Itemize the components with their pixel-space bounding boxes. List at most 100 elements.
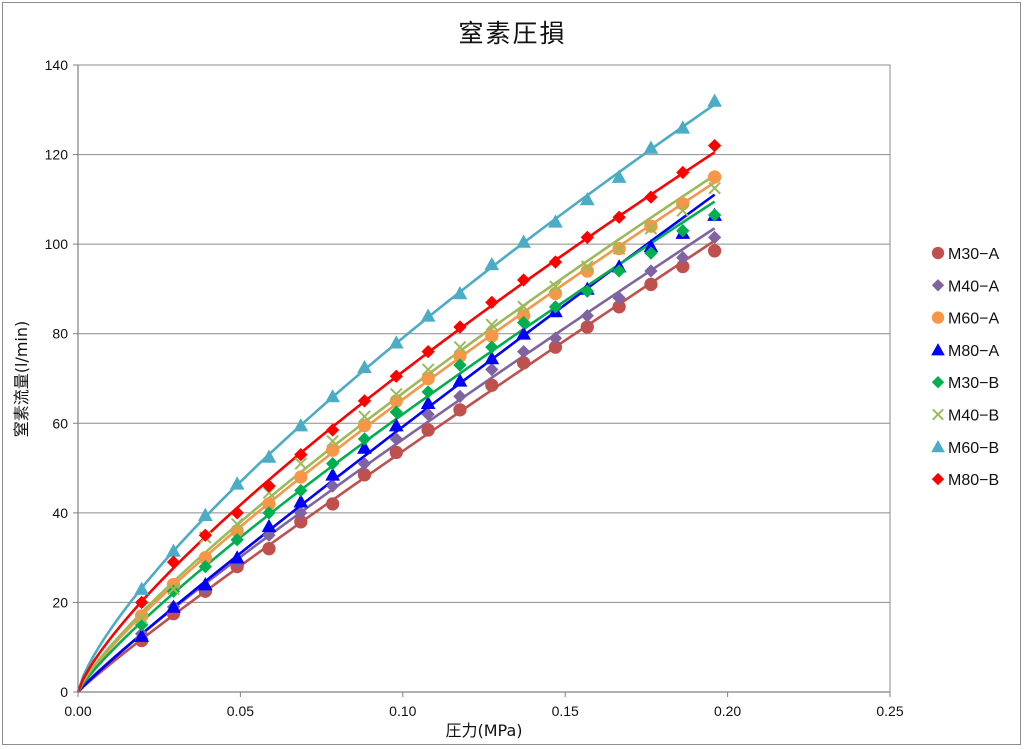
y-tick-label: 0	[60, 684, 68, 700]
data-point	[325, 467, 340, 481]
data-point	[166, 577, 181, 592]
data-point	[229, 550, 245, 564]
data-point	[166, 555, 181, 569]
data-point	[294, 447, 308, 462]
data-point	[389, 369, 403, 383]
legend-label: M30−A	[948, 246, 999, 263]
data-point	[516, 315, 531, 330]
x-marker-stroke	[389, 387, 403, 401]
data-point	[357, 432, 372, 446]
legend-marker	[931, 311, 945, 324]
data-point	[421, 363, 435, 376]
x-marker-stroke	[580, 260, 594, 273]
data-point	[612, 291, 626, 305]
legend-label: M40−A	[948, 278, 999, 295]
data-point	[420, 308, 436, 322]
y-tick-label: 60	[52, 415, 68, 431]
data-point	[453, 403, 467, 417]
data-point	[644, 190, 658, 204]
legend-marker	[932, 408, 944, 421]
data-point	[516, 234, 531, 248]
x-marker-stroke	[549, 280, 562, 293]
x-marker-stroke	[421, 363, 435, 376]
data-point	[579, 192, 595, 206]
data-point	[612, 242, 626, 255]
data-point	[643, 239, 659, 253]
data-point	[293, 418, 309, 432]
data-point	[611, 169, 627, 183]
data-point	[644, 264, 658, 278]
data-point	[294, 457, 308, 470]
data-point	[294, 470, 308, 484]
data-point	[484, 350, 500, 365]
data-point	[421, 344, 435, 359]
x-tick-label: 0.15	[552, 703, 579, 719]
data-point	[357, 394, 372, 408]
plot-area-border	[77, 64, 891, 693]
x-marker-stroke	[644, 222, 658, 235]
data-point	[453, 320, 467, 334]
data-point	[325, 479, 340, 493]
data-point	[707, 244, 722, 258]
data-point	[548, 255, 563, 269]
data-point	[485, 362, 499, 377]
data-point	[580, 230, 594, 245]
data-point	[612, 264, 626, 278]
data-point	[197, 507, 213, 521]
data-point	[230, 533, 244, 547]
data-point	[135, 611, 148, 625]
x-marker-stroke	[612, 242, 626, 255]
data-point	[676, 224, 690, 238]
data-point	[262, 542, 276, 556]
data-markers	[134, 93, 722, 648]
data-point	[484, 256, 500, 271]
y-tick-label: 40	[52, 505, 68, 521]
data-point	[167, 582, 180, 596]
data-point	[198, 559, 212, 574]
x-marker-stroke	[262, 486, 276, 500]
y-tick-label: 120	[45, 147, 69, 163]
data-point	[389, 405, 403, 419]
data-point	[262, 497, 276, 511]
x-marker-stroke	[485, 318, 499, 332]
data-point	[676, 204, 690, 217]
x-marker-stroke	[453, 340, 467, 354]
x-marker-stroke	[932, 408, 944, 421]
data-point	[453, 389, 467, 404]
data-point	[293, 494, 309, 508]
data-point	[325, 456, 340, 471]
data-point	[676, 197, 690, 211]
data-point	[453, 358, 467, 372]
legend: M30−A M40−A M60−A M80−A M30−B M40−B M60−B M80−B	[931, 246, 999, 489]
data-point	[708, 181, 721, 195]
data-point	[357, 359, 372, 374]
x-marker-stroke	[135, 611, 148, 625]
data-point	[325, 497, 340, 511]
data-point	[421, 423, 435, 437]
data-point	[198, 528, 212, 542]
data-point	[707, 208, 722, 222]
data-point	[357, 468, 372, 482]
legend-label: M40−B	[948, 408, 999, 425]
data-point	[166, 584, 181, 598]
data-point	[230, 517, 244, 531]
data-point	[612, 300, 626, 314]
x-marker-stroke	[517, 300, 530, 314]
x-tick-label: 0.25	[876, 703, 903, 719]
legend-label: M80−B	[948, 472, 999, 489]
x-tick-label: 0.20	[714, 703, 741, 719]
data-point	[197, 577, 213, 591]
data-point	[325, 443, 340, 457]
chart-title: 窒素圧損	[458, 19, 567, 48]
x-marker-stroke	[167, 582, 180, 596]
legend-label: M60−A	[948, 311, 999, 328]
data-point	[452, 286, 468, 300]
data-point	[357, 456, 372, 471]
data-point	[580, 309, 594, 323]
data-point	[421, 371, 435, 386]
x-tick-label: 0.05	[227, 703, 254, 719]
data-point	[229, 476, 245, 490]
data-point	[325, 389, 340, 403]
data-point	[389, 445, 403, 460]
